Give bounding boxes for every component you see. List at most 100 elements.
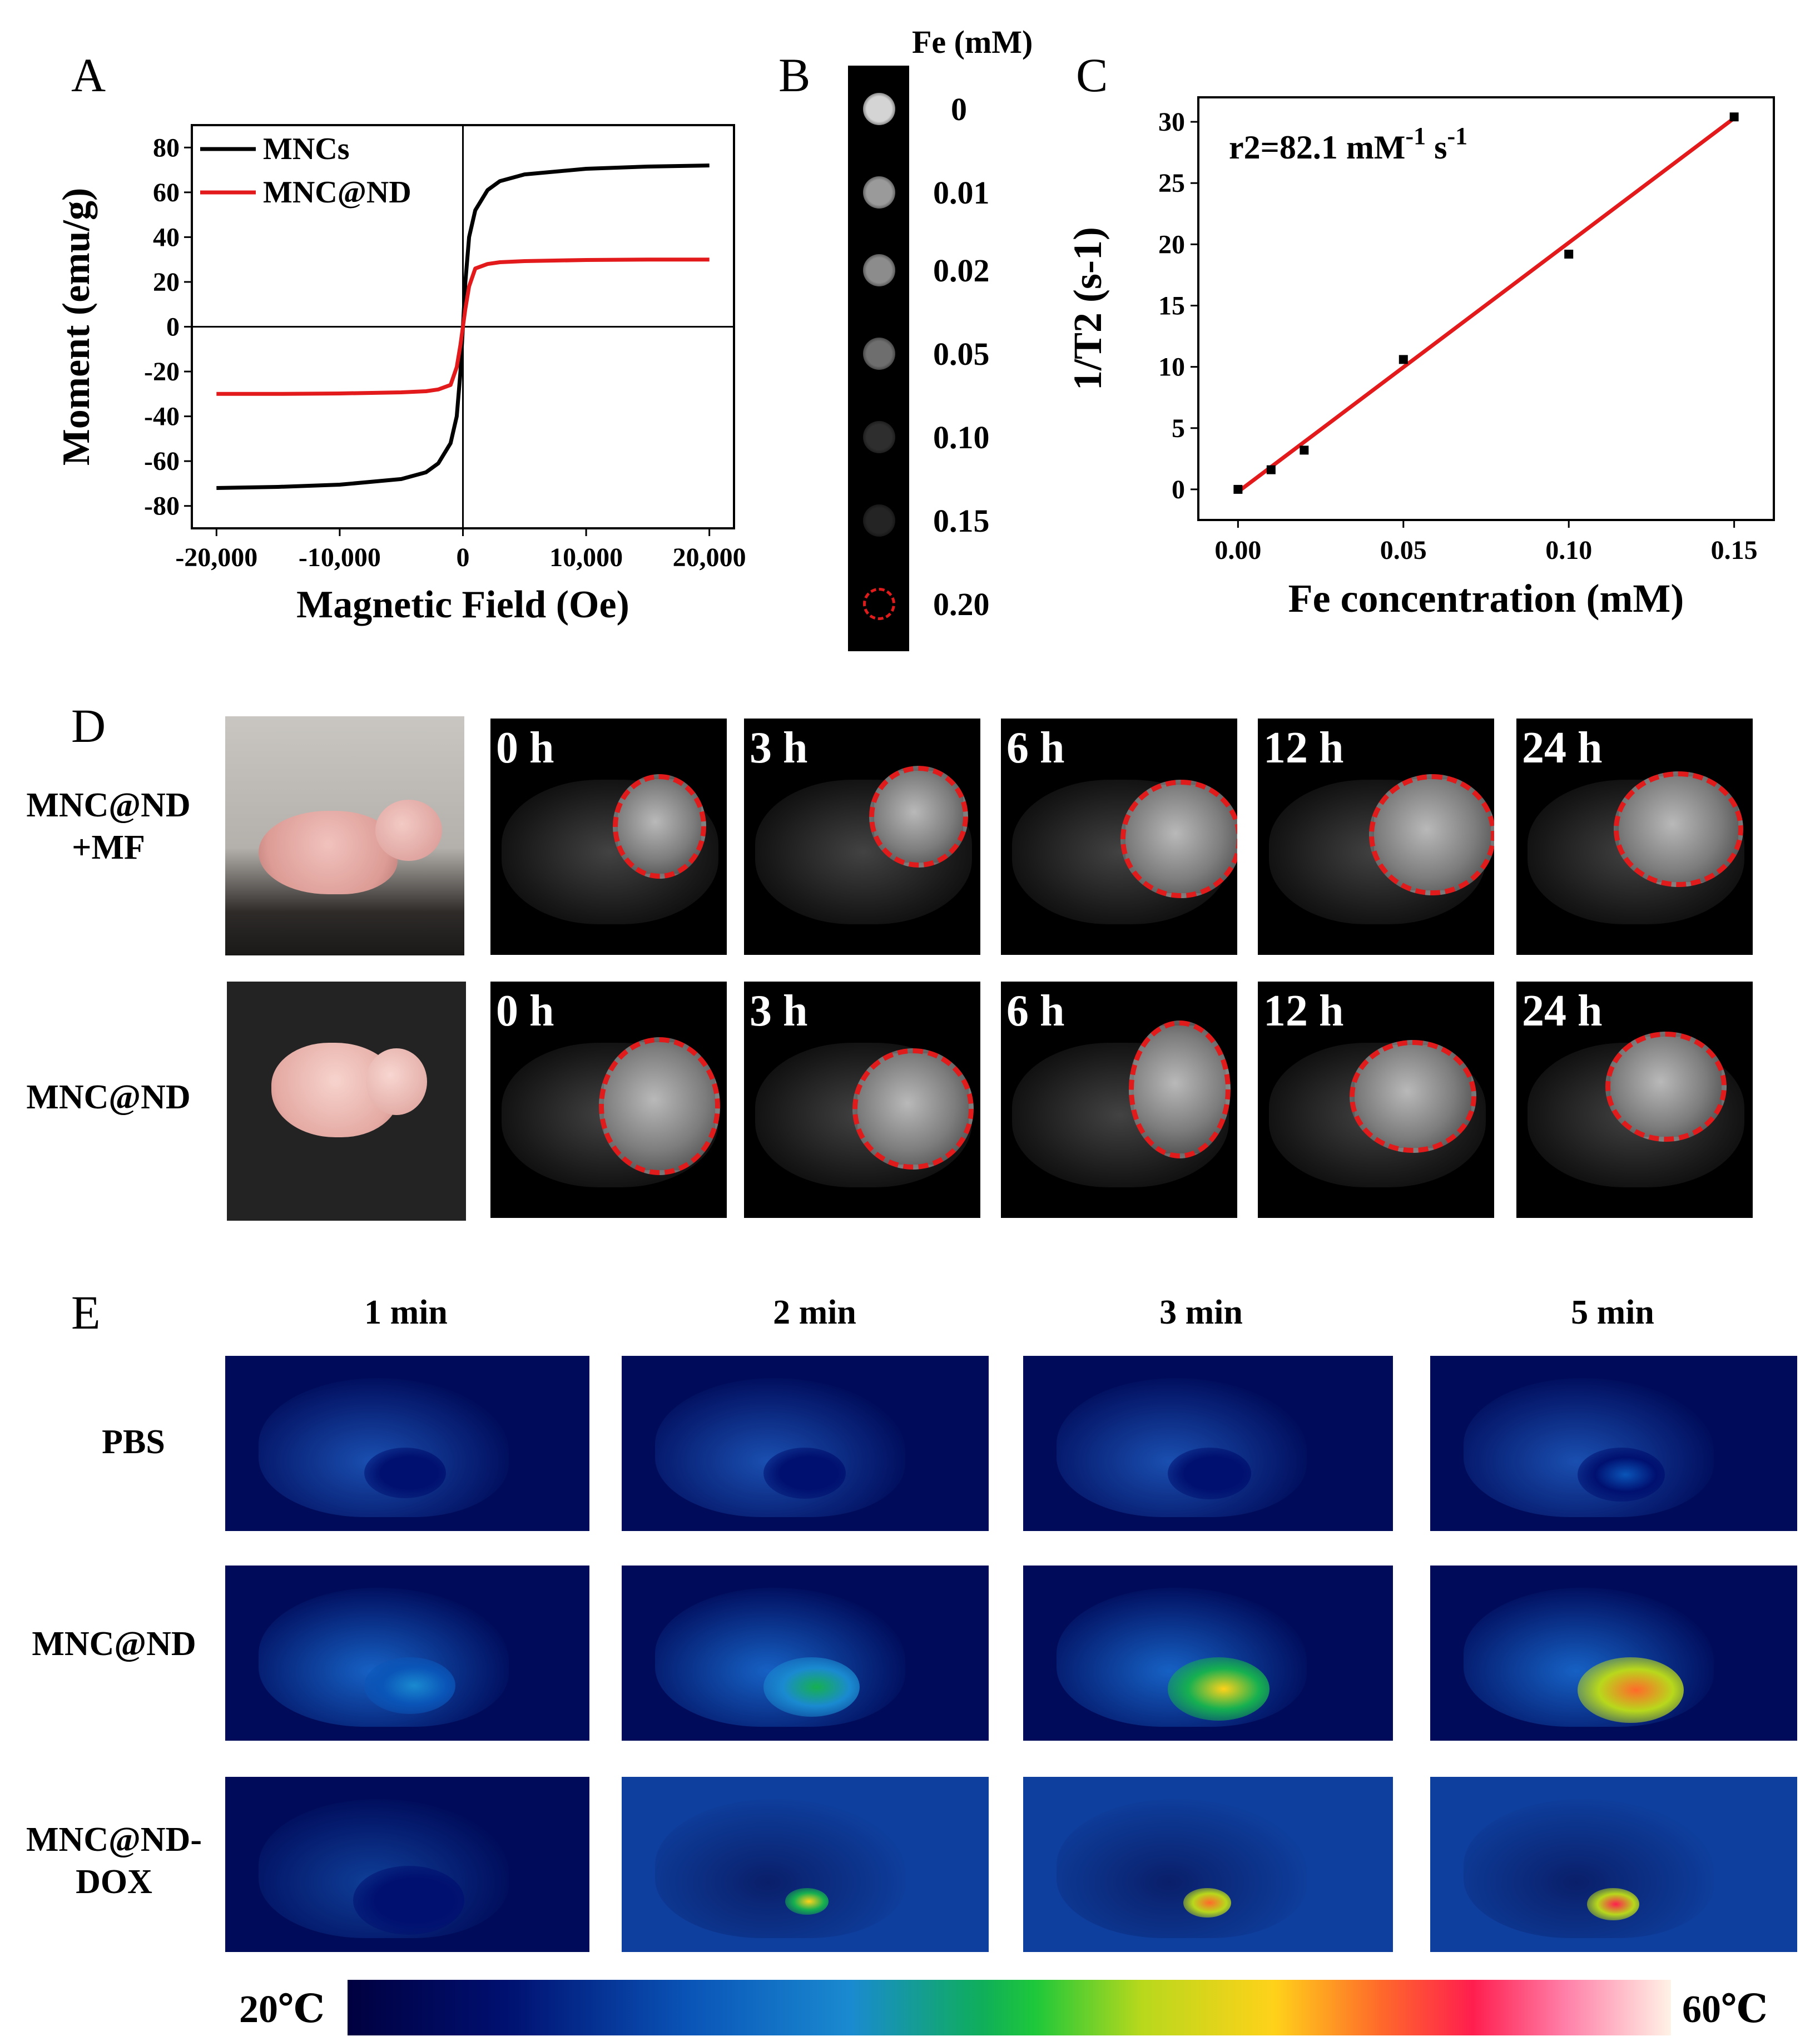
x-tick-label: 0.05 <box>1380 536 1427 565</box>
y-tick-label: -20 <box>144 357 180 387</box>
y-tick-label: 15 <box>1158 291 1185 320</box>
series-line-mnc-nd <box>216 257 710 396</box>
row-label-mf: MNC@ND +MF <box>22 784 195 869</box>
y-tick-label: 20 <box>153 267 180 297</box>
y-tick-label: 30 <box>1158 107 1185 137</box>
time-label: 12 h <box>1263 987 1344 1036</box>
mri-image: 12 h <box>1258 982 1494 1218</box>
plot-frame <box>1197 96 1775 521</box>
panel-label-b: B <box>778 48 811 102</box>
y-tick-label: 0 <box>166 313 180 342</box>
thermal-image <box>1023 1566 1393 1741</box>
phantom-dot <box>863 421 895 453</box>
mouse-head <box>375 800 442 861</box>
thermal-image <box>225 1777 589 1952</box>
mri-image: 0 h <box>490 719 727 955</box>
tumor-outline <box>869 766 968 868</box>
x-tick-label: -10,000 <box>299 543 381 572</box>
scale-min-label: 20℃ <box>239 1988 325 2031</box>
mri-image: 6 h <box>1001 982 1237 1218</box>
x-tick-label: 0.10 <box>1545 536 1592 565</box>
time-label: 3 h <box>750 724 808 772</box>
tumor-outline <box>1605 1032 1727 1142</box>
mouse-heat-body <box>655 1799 905 1938</box>
r2-annotation: r2=82.1 mM-1 s-1 <box>1229 122 1467 166</box>
fit-line <box>1237 116 1735 494</box>
time-label: 0 h <box>496 987 554 1036</box>
y-tick-label: 10 <box>1158 353 1185 382</box>
phantom-dot <box>863 338 895 370</box>
phantom-dot <box>863 93 895 125</box>
row-label-pbs: PBS <box>102 1423 165 1461</box>
heat-spot <box>1168 1448 1251 1499</box>
x-tick-label: 10,000 <box>549 543 623 572</box>
data-point <box>1399 355 1408 364</box>
legend-label: MNC@ND <box>263 175 411 210</box>
mouse-photo-nd <box>227 982 466 1221</box>
data-point <box>1300 445 1309 455</box>
row-label-dox: MNC@ND- DOX <box>22 1819 206 1903</box>
fe-header: Fe (mM) <box>912 24 1033 60</box>
tumor-outline <box>1350 1040 1476 1153</box>
time-label: 24 h <box>1522 724 1603 772</box>
panel-label-c: C <box>1076 48 1108 102</box>
thermal-image <box>1430 1566 1797 1741</box>
row-label-dox-line2: DOX <box>76 1863 152 1901</box>
mouse-body <box>259 811 398 894</box>
time-label: 3 h <box>750 987 808 1036</box>
row-label-mf-line2: +MF <box>72 829 145 866</box>
tumor-outline <box>599 1037 720 1175</box>
heat-spot <box>364 1657 455 1714</box>
thermal-image <box>622 1777 989 1952</box>
x-tick-label: 0 <box>457 543 470 572</box>
magnetization-chart: 80 60 40 20 0 -20 -40 -60 -80 -20,000 -10,000 0 10,0… <box>55 124 745 626</box>
y-tick-label: -80 <box>144 492 180 521</box>
mri-image: 3 h <box>744 982 980 1218</box>
time-label: 0 h <box>496 724 554 772</box>
tumor-outline <box>1120 780 1237 898</box>
phantom-conc-label: 0.05 <box>933 336 990 372</box>
y-axis-label: 1/T2 (s-1) <box>1065 227 1110 390</box>
thermal-image <box>1430 1356 1797 1531</box>
x-tick-label: 0.15 <box>1711 536 1758 565</box>
mouse-heat-body <box>655 1378 905 1517</box>
y-tick-label: 20 <box>1158 230 1185 259</box>
heat-spot <box>1578 1657 1684 1723</box>
x-tick-label: -20,000 <box>175 543 257 572</box>
thermal-image <box>225 1356 589 1531</box>
heat-spot <box>785 1888 829 1915</box>
heat-spot <box>763 1657 860 1717</box>
mri-image: 24 h <box>1516 982 1753 1218</box>
mri-image: 6 h <box>1001 719 1237 955</box>
mri-image: 3 h <box>744 719 980 955</box>
mouse-photo-mf <box>225 716 464 955</box>
x-tick-label: 20,000 <box>673 543 745 572</box>
panel-label-a: A <box>71 48 106 102</box>
row-label-nd: MNC@ND <box>26 1078 191 1116</box>
phantom-dot <box>863 588 895 620</box>
time-label: 6 h <box>1006 987 1065 1036</box>
mri-image: 12 h <box>1258 719 1494 955</box>
thermal-image <box>622 1566 989 1741</box>
mouse-head <box>366 1048 427 1115</box>
mouse-heat-body <box>1057 1799 1307 1938</box>
mouse-heat-body <box>259 1378 509 1517</box>
heat-spot <box>1183 1888 1231 1918</box>
phantom-conc-label: 0.20 <box>933 586 990 622</box>
phantom-dot <box>863 254 895 286</box>
data-point <box>1266 465 1276 474</box>
y-tick-label: 0 <box>1172 475 1185 504</box>
row-label-mncnd: MNC@ND <box>32 1625 196 1663</box>
y-tick-label: 25 <box>1158 169 1185 198</box>
legend-label: MNCs <box>263 132 350 166</box>
heat-spot <box>353 1866 464 1935</box>
y-tick-label: 40 <box>153 222 180 252</box>
mouse-heat-body <box>1464 1378 1714 1517</box>
mri-image: 0 h <box>490 982 727 1218</box>
y-tick-label: 60 <box>153 178 180 207</box>
thermal-image <box>225 1566 589 1741</box>
phantom-conc-label: 0.10 <box>933 419 990 455</box>
mri-image: 24 h <box>1516 719 1753 955</box>
time-label: 24 h <box>1522 987 1603 1036</box>
thermal-time-label: 5 min <box>1571 1294 1654 1331</box>
